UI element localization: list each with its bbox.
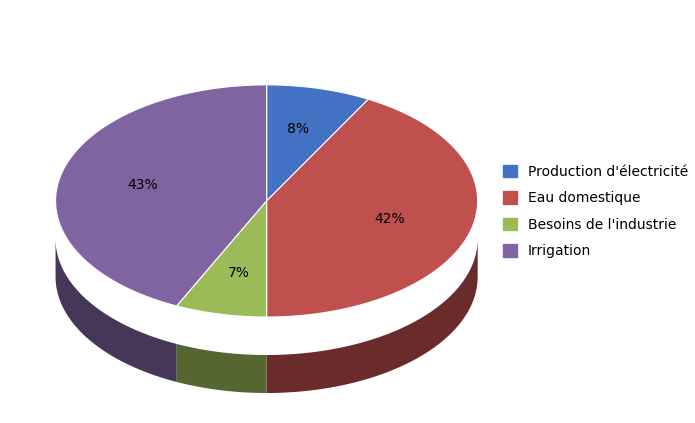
- Polygon shape: [267, 99, 477, 317]
- Polygon shape: [56, 85, 267, 306]
- Polygon shape: [267, 85, 368, 201]
- Text: 7%: 7%: [228, 266, 250, 280]
- Text: 8%: 8%: [287, 122, 309, 136]
- Polygon shape: [56, 239, 177, 382]
- Text: 43%: 43%: [128, 178, 158, 192]
- Polygon shape: [177, 201, 267, 317]
- Polygon shape: [177, 344, 267, 393]
- Polygon shape: [267, 239, 477, 393]
- Legend: Production d'électricité, Eau domestique, Besoins de l'industrie, Irrigation: Production d'électricité, Eau domestique…: [503, 165, 688, 258]
- Text: 42%: 42%: [374, 212, 404, 226]
